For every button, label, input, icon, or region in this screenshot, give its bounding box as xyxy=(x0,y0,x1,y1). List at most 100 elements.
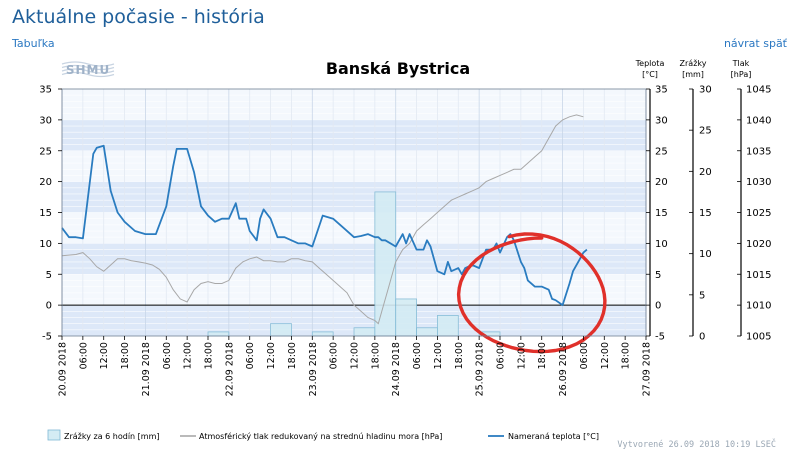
pressure-tick-label: 1035 xyxy=(746,146,771,157)
precipitation-tick-label: 20 xyxy=(699,167,712,178)
left-tick-label: 5 xyxy=(46,270,52,281)
legend-precip-swatch xyxy=(47,429,61,441)
pressure-axis-unit: [hPa] xyxy=(731,70,752,79)
x-tick-label: 12:00 xyxy=(99,342,110,369)
x-tick-label: 18:00 xyxy=(621,342,632,369)
x-tick-label: 12:00 xyxy=(183,342,194,369)
pressure-tick-label: 1030 xyxy=(746,177,771,188)
precip-bar xyxy=(374,191,397,337)
page-title: Aktuálne počasie - história xyxy=(12,6,265,28)
annotation-circle xyxy=(456,232,607,354)
x-tick-label: 12:00 xyxy=(433,342,444,369)
x-tick-label: 12:00 xyxy=(266,342,277,369)
table-link[interactable]: Tabuľka xyxy=(12,37,55,50)
left-tick-label: 30 xyxy=(39,115,52,126)
pressure-axis-label: Tlak xyxy=(732,59,750,68)
precipitation-bars xyxy=(207,191,501,337)
x-tick-label: 12:00 xyxy=(600,342,611,369)
pressure-tick-label: 1010 xyxy=(746,301,771,312)
temperature-right-tick-label: 25 xyxy=(655,146,668,157)
temperature-right-tick-label: 10 xyxy=(655,239,668,250)
precipitation-axis-label: Zrážky xyxy=(680,59,707,68)
x-tick-label: 24.09 2018 xyxy=(391,342,402,396)
series-lines xyxy=(61,114,607,354)
temperature-right-tick-label: 15 xyxy=(655,208,668,219)
precip-bar xyxy=(311,331,334,337)
temperature-right-tick-label: 30 xyxy=(655,115,668,126)
pressure-tick-label: 1045 xyxy=(746,85,771,96)
precip-bar xyxy=(270,323,292,337)
precip-bar xyxy=(207,331,230,337)
x-tick-label: 12:00 xyxy=(516,342,527,369)
logo-wave xyxy=(61,64,115,71)
legend-temperature-label: Nameraná teplota [°C] xyxy=(508,432,599,441)
x-tick-label: 20.09 2018 xyxy=(58,342,69,396)
precipitation-axis-unit: [mm] xyxy=(682,70,704,79)
precip-bar xyxy=(437,315,459,337)
x-tick-label: 06:00 xyxy=(162,342,173,369)
precipitation-tick-label: 0 xyxy=(699,332,705,343)
x-tick-label: 06:00 xyxy=(496,342,507,369)
x-tick-label: 06:00 xyxy=(579,342,590,369)
precipitation-tick-label: 25 xyxy=(699,126,712,137)
pressure-tick-label: 1005 xyxy=(746,332,771,343)
pressure-line xyxy=(61,114,584,325)
temperature-right-tick-label: 20 xyxy=(655,177,668,188)
temperature-right-tick-label: 0 xyxy=(655,301,661,312)
x-tick-label: 18:00 xyxy=(287,342,298,369)
pressure-tick-label: 1025 xyxy=(746,208,771,219)
logo-wave xyxy=(61,68,115,74)
precipitation-tick-label: 10 xyxy=(699,249,712,260)
temperature-right-tick-label: -5 xyxy=(655,332,665,343)
x-tick-label: 18:00 xyxy=(537,342,548,369)
x-tick-label: 06:00 xyxy=(329,342,340,369)
pressure-tick-label: 1040 xyxy=(746,115,771,126)
x-tick-label: 23.09 2018 xyxy=(308,342,319,396)
pressure-tick-label: 1015 xyxy=(746,270,771,281)
back-link[interactable]: návrat späť xyxy=(723,37,787,50)
left-tick-label: -5 xyxy=(42,332,52,343)
precipitation-tick-label: 15 xyxy=(699,208,712,219)
left-tick-label: 15 xyxy=(39,208,52,219)
x-tick-label: 27.09 2018 xyxy=(642,342,653,396)
left-tick-label: 20 xyxy=(39,177,52,188)
logo-text: SHMU xyxy=(66,63,110,77)
legend: Zrážky za 6 hodín [mm] Atmosférický tlak … xyxy=(47,429,599,441)
temperature-right-axis-label: Teplota xyxy=(635,59,665,68)
pressure-tick-label: 1020 xyxy=(746,239,771,250)
left-tick-label: 0 xyxy=(46,301,52,312)
left-tick-label: 35 xyxy=(39,85,52,96)
precipitation-tick-label: 5 xyxy=(699,290,705,301)
precipitation-tick-label: 30 xyxy=(699,85,712,96)
x-tick-label: 12:00 xyxy=(350,342,361,369)
precip-bar xyxy=(416,327,438,337)
x-tick-label: 18:00 xyxy=(370,342,381,369)
x-tick-label: 26.09 2018 xyxy=(558,342,569,396)
x-tick-label: 06:00 xyxy=(245,342,256,369)
x-tick-label: 06:00 xyxy=(412,342,423,369)
shmu-logo: SHMU xyxy=(61,61,115,78)
grid-lines xyxy=(61,88,647,337)
temperature-right-axis-unit: [°C] xyxy=(642,70,658,79)
x-tick-label: 18:00 xyxy=(204,342,215,369)
x-tick-label: 06:00 xyxy=(78,342,89,369)
left-tick-label: 25 xyxy=(39,146,52,157)
left-tick-label: 10 xyxy=(39,239,52,250)
x-tick-label: 18:00 xyxy=(454,342,465,369)
precip-bar xyxy=(395,298,417,337)
x-tick-label: 21.09 2018 xyxy=(141,342,152,396)
footer-created: Vytvorené 26.09 2018 10:19 LSEČ xyxy=(617,438,776,450)
logo-wave xyxy=(61,61,115,67)
x-tick-label: 25.09 2018 xyxy=(475,342,486,396)
chart-title: Banská Bystrica xyxy=(326,59,470,78)
axes: -505101520253035-505101520253035Teplota[… xyxy=(39,59,771,396)
logo-wave xyxy=(61,71,115,78)
legend-precip-label: Zrážky za 6 hodín [mm] xyxy=(64,432,159,441)
precip-bar xyxy=(353,327,376,337)
legend-pressure-label: Atmosférický tlak redukovaný na strednú … xyxy=(199,431,442,441)
x-tick-label: 22.09 2018 xyxy=(224,342,235,396)
x-tick-label: 18:00 xyxy=(120,342,131,369)
temperature-right-tick-label: 5 xyxy=(655,270,661,281)
temperature-right-tick-label: 35 xyxy=(655,85,668,96)
